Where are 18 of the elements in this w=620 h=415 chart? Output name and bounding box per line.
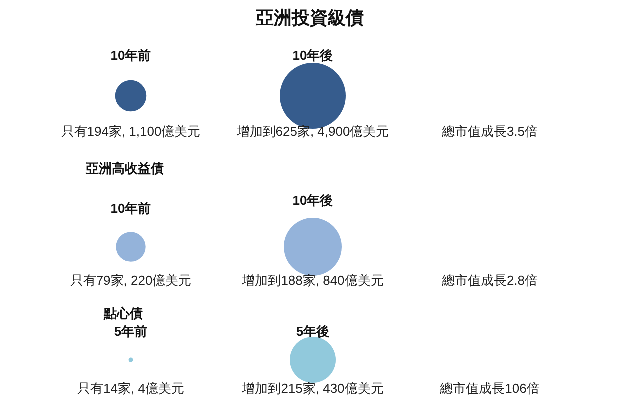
category-label: 5年前 <box>114 324 148 339</box>
data-label: 增加到625家, 4,900億美元 <box>236 124 390 139</box>
category-label: 5年後 <box>296 324 330 339</box>
category-label: 10年後 <box>292 48 334 63</box>
text: 點心債 <box>103 306 143 321</box>
data-label: 只有14家, 4億美元 <box>78 381 184 396</box>
category-label: 10年前 <box>110 48 152 63</box>
text: 總市值成長3.5倍 <box>440 124 538 139</box>
category-label: 10年後 <box>292 193 334 208</box>
data-label: 只有194家, 1,100億美元 <box>61 124 201 139</box>
text: 總市值成長106倍 <box>439 381 540 396</box>
data-label: 增加到188家, 840億美元 <box>241 273 384 288</box>
text: 亞洲高收益債 <box>85 161 164 176</box>
text: 亞洲投資級債 <box>255 8 364 28</box>
data-label: 只有79家, 220億美元 <box>70 273 192 288</box>
category-label: 10年前 <box>110 201 152 216</box>
text: 總市值成長2.8倍 <box>440 273 538 288</box>
data-label: 增加到215家, 430億美元 <box>241 381 384 396</box>
